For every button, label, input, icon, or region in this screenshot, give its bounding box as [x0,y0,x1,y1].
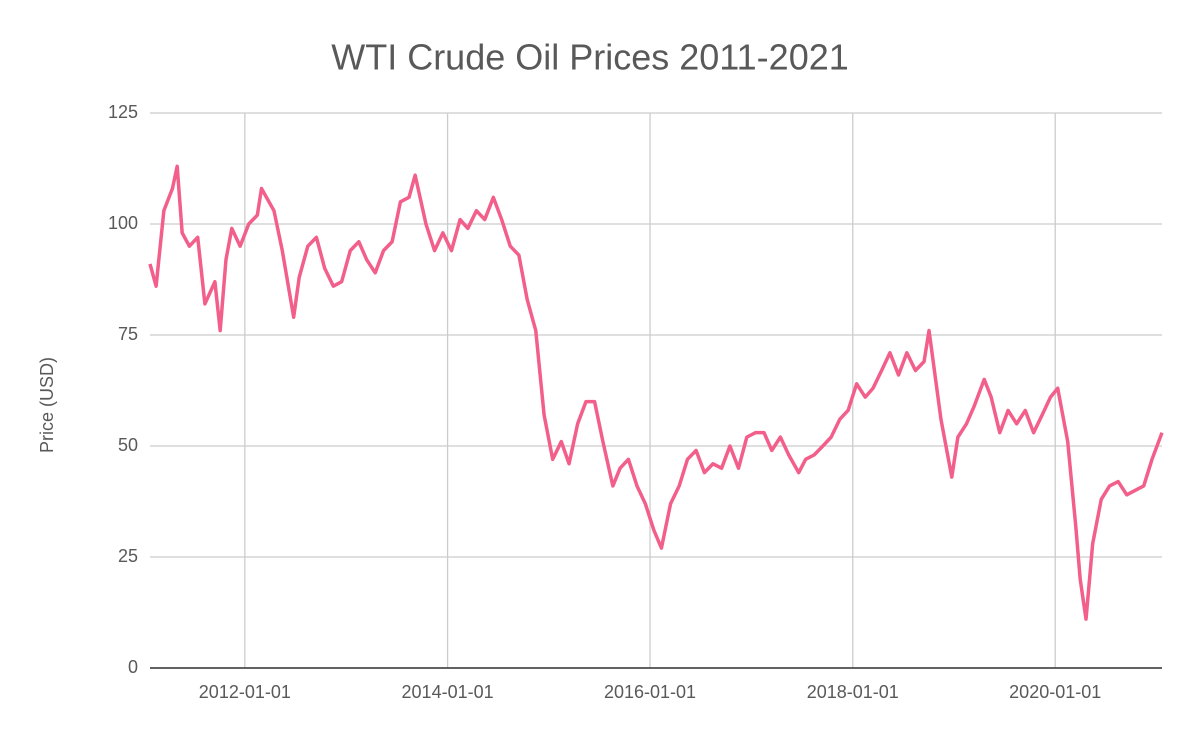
y-tick-label: 75 [118,324,138,344]
y-tick-label: 25 [118,546,138,566]
y-tick-label: 125 [108,102,138,122]
price-line [148,164,1164,621]
chart-title: WTI Crude Oil Prices 2011-2021 [331,37,849,78]
y-tick-label: 50 [118,435,138,455]
x-tick-label: 2012-01-01 [199,682,291,702]
x-tick-label: 2018-01-01 [807,682,899,702]
y-axis-label: Price (USD) [37,357,57,453]
x-tick-label: 2020-01-01 [1009,682,1101,702]
x-tick-label: 2014-01-01 [402,682,494,702]
y-tick-label: 100 [108,213,138,233]
y-tick-label: 0 [128,657,138,677]
x-tick-label: 2016-01-01 [604,682,696,702]
